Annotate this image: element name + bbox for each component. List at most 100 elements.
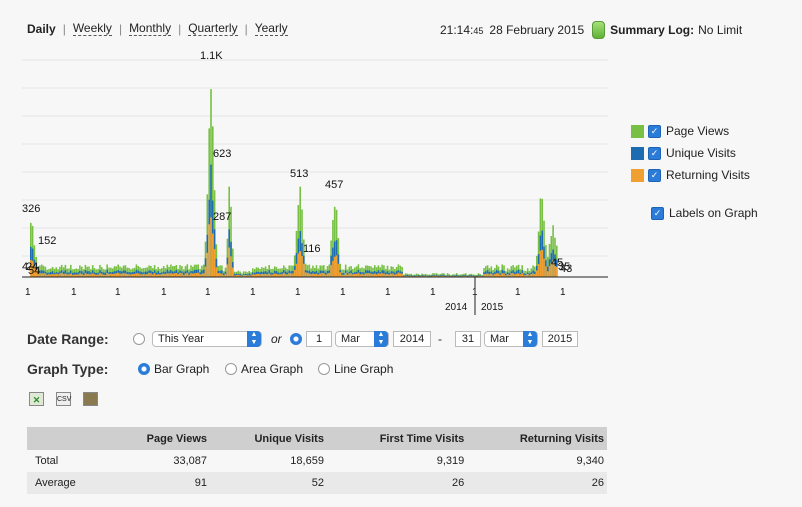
chart-bar bbox=[281, 274, 283, 277]
labels-on-graph-toggle[interactable]: ✓ Labels on Graph bbox=[651, 206, 758, 220]
to-year-input[interactable]: 2015 bbox=[542, 331, 578, 347]
chart-bar bbox=[37, 273, 39, 277]
from-month-select[interactable]: Mar ▲ ▼ bbox=[335, 331, 389, 347]
table-header-row: Page Views Unique Visits First Time Visi… bbox=[27, 427, 607, 450]
chart-bar bbox=[521, 273, 523, 277]
graph-type-area[interactable]: Area Graph bbox=[225, 362, 303, 376]
chart-bar bbox=[317, 274, 320, 277]
chart-bar bbox=[512, 273, 514, 277]
chart-bar bbox=[230, 256, 232, 277]
chart-bar bbox=[155, 274, 158, 277]
chart-bar bbox=[477, 275, 480, 277]
or-text: or bbox=[271, 332, 282, 346]
chart-bar bbox=[275, 273, 278, 277]
x-tick-label: 1 bbox=[25, 287, 31, 298]
chart-bar bbox=[59, 273, 61, 277]
checkbox-icon[interactable]: ✓ bbox=[648, 146, 661, 160]
chart-bar bbox=[212, 233, 214, 277]
legend-returning-visits[interactable]: ✓ Returning Visits bbox=[631, 164, 750, 186]
database-icon bbox=[592, 21, 606, 39]
chart-bar bbox=[490, 273, 493, 277]
checkbox-icon[interactable]: ✓ bbox=[651, 206, 664, 220]
chart-bar bbox=[113, 273, 116, 277]
chart-bar bbox=[221, 270, 223, 277]
chart-bar bbox=[246, 275, 249, 277]
period-daily[interactable]: Daily bbox=[27, 21, 56, 36]
chart-bar bbox=[57, 274, 59, 277]
chart-bar bbox=[102, 274, 105, 277]
chart-bar bbox=[401, 273, 403, 277]
chart-bar bbox=[441, 275, 443, 277]
data-label: 35 bbox=[558, 261, 570, 273]
chart-bar bbox=[233, 275, 236, 277]
from-year-input[interactable]: 2014 bbox=[393, 331, 431, 347]
chart-bar bbox=[355, 273, 358, 277]
chart-bar bbox=[46, 274, 48, 277]
chart-bar bbox=[383, 273, 385, 277]
chart-bar bbox=[330, 265, 332, 277]
chart-bar bbox=[126, 274, 129, 277]
x-tick-label: 1 bbox=[161, 287, 167, 298]
text: 33,087 bbox=[173, 455, 207, 467]
chart-bar bbox=[550, 263, 553, 277]
csv-export-icon[interactable]: CSV bbox=[56, 392, 71, 406]
chart-bar bbox=[421, 275, 423, 277]
legend-page-views[interactable]: ✓ Page Views bbox=[631, 120, 750, 142]
text: 52 bbox=[210, 472, 327, 494]
preset-range-select[interactable]: This Year ▲ ▼ bbox=[152, 331, 262, 347]
period-monthly[interactable]: Monthly bbox=[129, 21, 172, 36]
chart-bar bbox=[82, 274, 85, 277]
chart-bar bbox=[79, 273, 81, 277]
chart-bar bbox=[503, 273, 505, 277]
chart-bar bbox=[399, 273, 402, 277]
text: Mar bbox=[341, 333, 360, 345]
chart-bar bbox=[432, 275, 434, 277]
chart-bar bbox=[70, 273, 72, 277]
chart-bar bbox=[53, 274, 56, 277]
chart-bar bbox=[157, 274, 159, 277]
period-quarterly[interactable]: Quarterly bbox=[188, 21, 238, 36]
text: Area Graph bbox=[241, 362, 304, 376]
chart-bar bbox=[204, 266, 207, 277]
column-header: First Time Visits bbox=[326, 427, 468, 450]
chart-bar bbox=[386, 273, 389, 277]
chart-bar bbox=[324, 274, 327, 277]
period-yearly[interactable]: Yearly bbox=[254, 21, 288, 36]
period-nav: Daily | Weekly | Monthly | Quarterly | Y… bbox=[27, 21, 288, 36]
chart-bar bbox=[284, 274, 287, 277]
chart-bar bbox=[153, 273, 156, 277]
chart-bar bbox=[30, 260, 32, 277]
x-tick-label: 1 bbox=[515, 287, 521, 298]
period-weekly[interactable]: Weekly bbox=[72, 21, 112, 36]
chart-bar bbox=[104, 274, 107, 277]
custom-range-radio[interactable] bbox=[290, 333, 302, 345]
chart-bar bbox=[357, 272, 360, 277]
graph-type-bar[interactable]: Bar Graph bbox=[138, 362, 209, 376]
excel-export-icon[interactable]: ✕ bbox=[29, 392, 44, 406]
chart-bar bbox=[301, 256, 303, 277]
to-month-select[interactable]: Mar ▲ ▼ bbox=[484, 331, 538, 347]
chart-bar bbox=[199, 274, 201, 277]
legend-unique-visits[interactable]: ✓ Unique Visits bbox=[631, 142, 750, 164]
from-day-input[interactable]: 1 bbox=[306, 331, 332, 347]
chart-bar bbox=[488, 274, 491, 277]
checkbox-icon[interactable]: ✓ bbox=[648, 168, 661, 182]
chart-bar bbox=[213, 249, 216, 277]
text: Bar Graph bbox=[154, 362, 210, 376]
preset-range-radio[interactable] bbox=[133, 333, 145, 345]
chart-bar bbox=[250, 275, 252, 277]
chart-bar bbox=[88, 274, 90, 277]
chart-bar bbox=[505, 275, 507, 277]
current-date: 28 February 2015 bbox=[489, 23, 585, 37]
checkbox-icon[interactable]: ✓ bbox=[648, 124, 661, 138]
chart-bar bbox=[541, 249, 543, 277]
chart-bar bbox=[181, 273, 183, 277]
image-export-icon[interactable] bbox=[83, 392, 98, 406]
summary-log-label: Summary Log: bbox=[610, 23, 695, 37]
chart-bar bbox=[55, 273, 58, 277]
graph-type-line[interactable]: Line Graph bbox=[318, 362, 393, 376]
column-header: Page Views bbox=[107, 427, 210, 450]
chart-bar bbox=[375, 274, 378, 277]
to-day-input[interactable]: 31 bbox=[455, 331, 481, 347]
